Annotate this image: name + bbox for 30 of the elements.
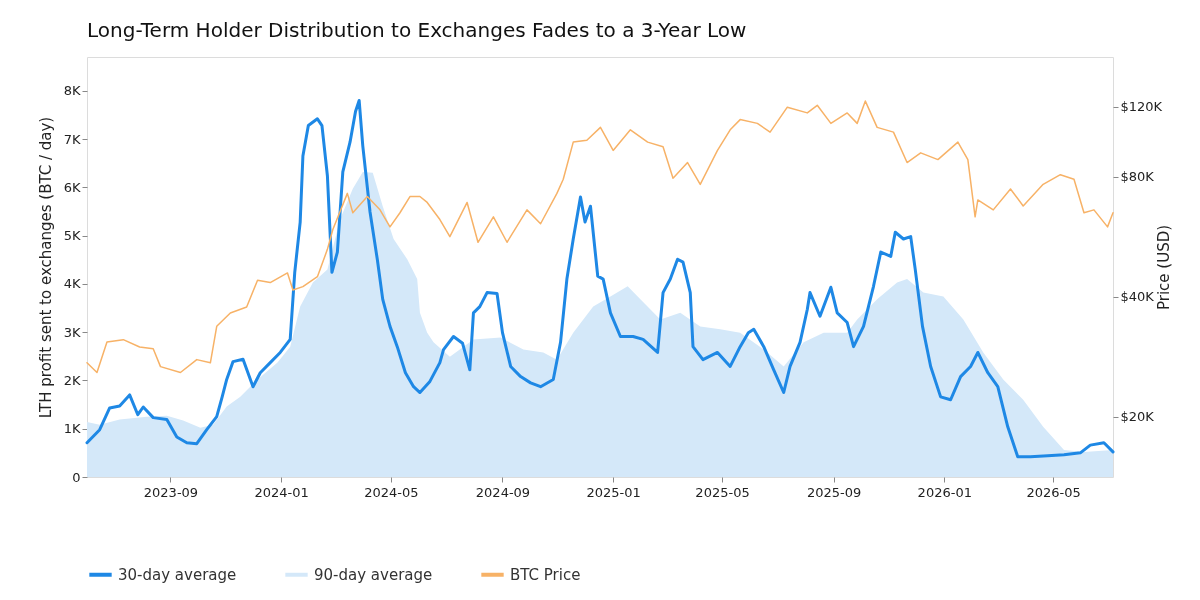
x-tick-label: 2025-01 xyxy=(586,484,641,500)
x-tick-label: 2023-09 xyxy=(143,484,199,500)
y-tick-label: 1K xyxy=(63,421,81,437)
legend-label: 30-day average xyxy=(118,565,237,584)
x-tick-label: 2024-09 xyxy=(475,484,531,500)
y-tick-label: 4K xyxy=(63,276,81,292)
x-tick-label: 2025-09 xyxy=(806,484,862,500)
y-tick-label: 8K xyxy=(63,83,81,99)
y2-axis-title: Price (USD) xyxy=(1155,224,1174,311)
line-series xyxy=(86,100,1114,374)
legend-label: BTC Price xyxy=(510,565,581,584)
y-axis-title: LTH profit sent to exchanges (BTC / day) xyxy=(36,116,55,419)
y2-tick-label: $80K xyxy=(1120,169,1155,185)
x-tick-label: 2025-05 xyxy=(695,484,750,500)
x-tick-label: 2024-01 xyxy=(254,484,309,500)
y-tick-label: 3K xyxy=(63,324,81,340)
y-tick-label: 5K xyxy=(63,228,81,244)
y2-tick-label: $40K xyxy=(1120,289,1155,305)
y-tick-label: 7K xyxy=(63,131,81,147)
line-series xyxy=(85,98,1115,459)
y-tick-label: 2K xyxy=(63,372,81,388)
chart-title: Long-Term Holder Distribution to Exchanges Fades to a 3-Year Low xyxy=(87,18,747,42)
y-tick-label: 0 xyxy=(72,469,81,485)
y2-tick-label: $20K xyxy=(1120,409,1155,425)
y-tick-label: 6K xyxy=(63,179,81,195)
x-tick-label: 2026-05 xyxy=(1026,484,1081,500)
x-tick-label: 2024-05 xyxy=(364,484,419,500)
x-tick-label: 2026-01 xyxy=(917,484,972,500)
legend-label: 90-day average xyxy=(314,565,433,584)
y2-tick-label: $120K xyxy=(1120,99,1163,115)
